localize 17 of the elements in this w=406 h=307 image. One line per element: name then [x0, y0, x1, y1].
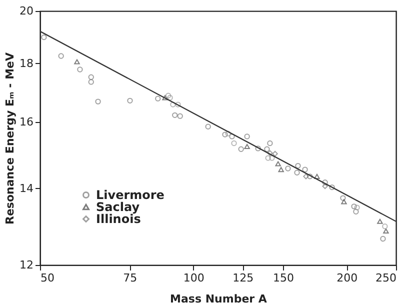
- y-tick-label: 14: [20, 182, 34, 195]
- y-tick-label: 18: [20, 56, 34, 70]
- x-tick-label: 250: [376, 272, 396, 284]
- x-axis-title: Mass Number A: [170, 292, 268, 306]
- x-tick-label: 75: [123, 272, 138, 284]
- y-axis-title: Resonance Energy Eₘ - MeV: [4, 52, 17, 224]
- x-tick-label: 50: [40, 272, 54, 284]
- x-tick-label: 125: [232, 272, 254, 284]
- legend-label: Illinois: [96, 212, 141, 226]
- y-tick-label: 16: [20, 115, 34, 128]
- x-tick-label: 200: [336, 272, 358, 284]
- x-tick-label: 100: [183, 272, 204, 284]
- y-tick-label: 12: [20, 258, 34, 272]
- legend-label: Saclay: [96, 200, 140, 214]
- x-tick-label: 150: [273, 272, 294, 284]
- legend-label: Livermore: [96, 188, 164, 202]
- y-tick-label: 20: [20, 4, 34, 18]
